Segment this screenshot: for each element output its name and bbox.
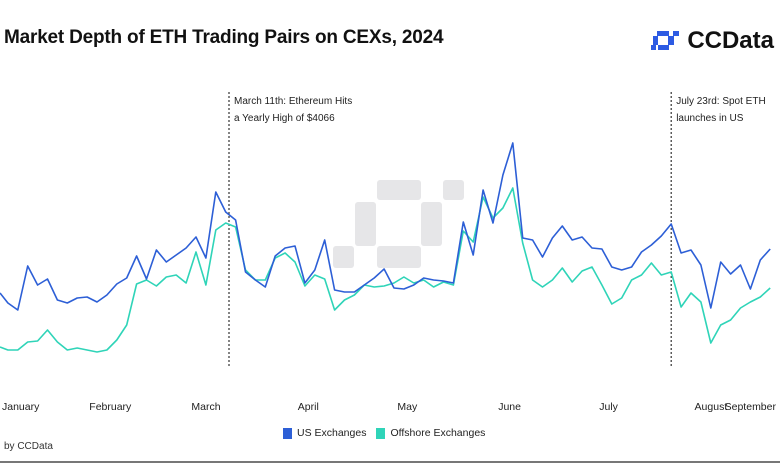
ccdata-logo-icon: [651, 31, 680, 50]
us-exchanges-line: [0, 142, 771, 311]
logo-text: CCData: [687, 27, 774, 54]
annotation-line: launches in US: [676, 113, 744, 124]
x-tick-label: January: [2, 401, 40, 413]
legend: US Exchanges Offshore Exchanges: [283, 427, 485, 439]
x-tick-label: February: [89, 401, 132, 413]
legend-label-offshore: Offshore Exchanges: [390, 427, 486, 439]
annotation-eth-yearly-high: March 11th: Ethereum Hits a Yearly High …: [234, 93, 352, 127]
x-tick-label: August: [695, 401, 728, 413]
ccdata-logo: CCData: [651, 27, 774, 55]
x-tick-label: June: [498, 401, 521, 413]
x-tick-label: April: [298, 401, 319, 413]
source-note: by CCData: [4, 441, 53, 452]
legend-swatch-offshore: [376, 427, 386, 439]
x-tick-label: July: [599, 401, 618, 413]
x-tick-label: May: [397, 401, 418, 413]
legend-swatch-us: [283, 427, 292, 439]
x-tick-label: March: [191, 401, 220, 413]
offshore-exchanges-line: [0, 187, 771, 353]
annotation-spot-eth-launch: July 23rd: Spot ETH launches in US: [676, 93, 765, 127]
legend-label-us: US Exchanges: [297, 427, 367, 439]
annotation-line: March 11th: Ethereum Hits: [234, 96, 353, 107]
chart-title: Market Depth of ETH Trading Pairs on CEX…: [4, 27, 444, 48]
watermark-logo: [333, 180, 464, 268]
x-tick-label: September: [725, 401, 777, 413]
annotation-line: a Yearly High of $4066: [234, 113, 335, 124]
annotation-line: July 23rd: Spot ETH: [676, 96, 766, 107]
bottom-divider: [0, 461, 780, 463]
